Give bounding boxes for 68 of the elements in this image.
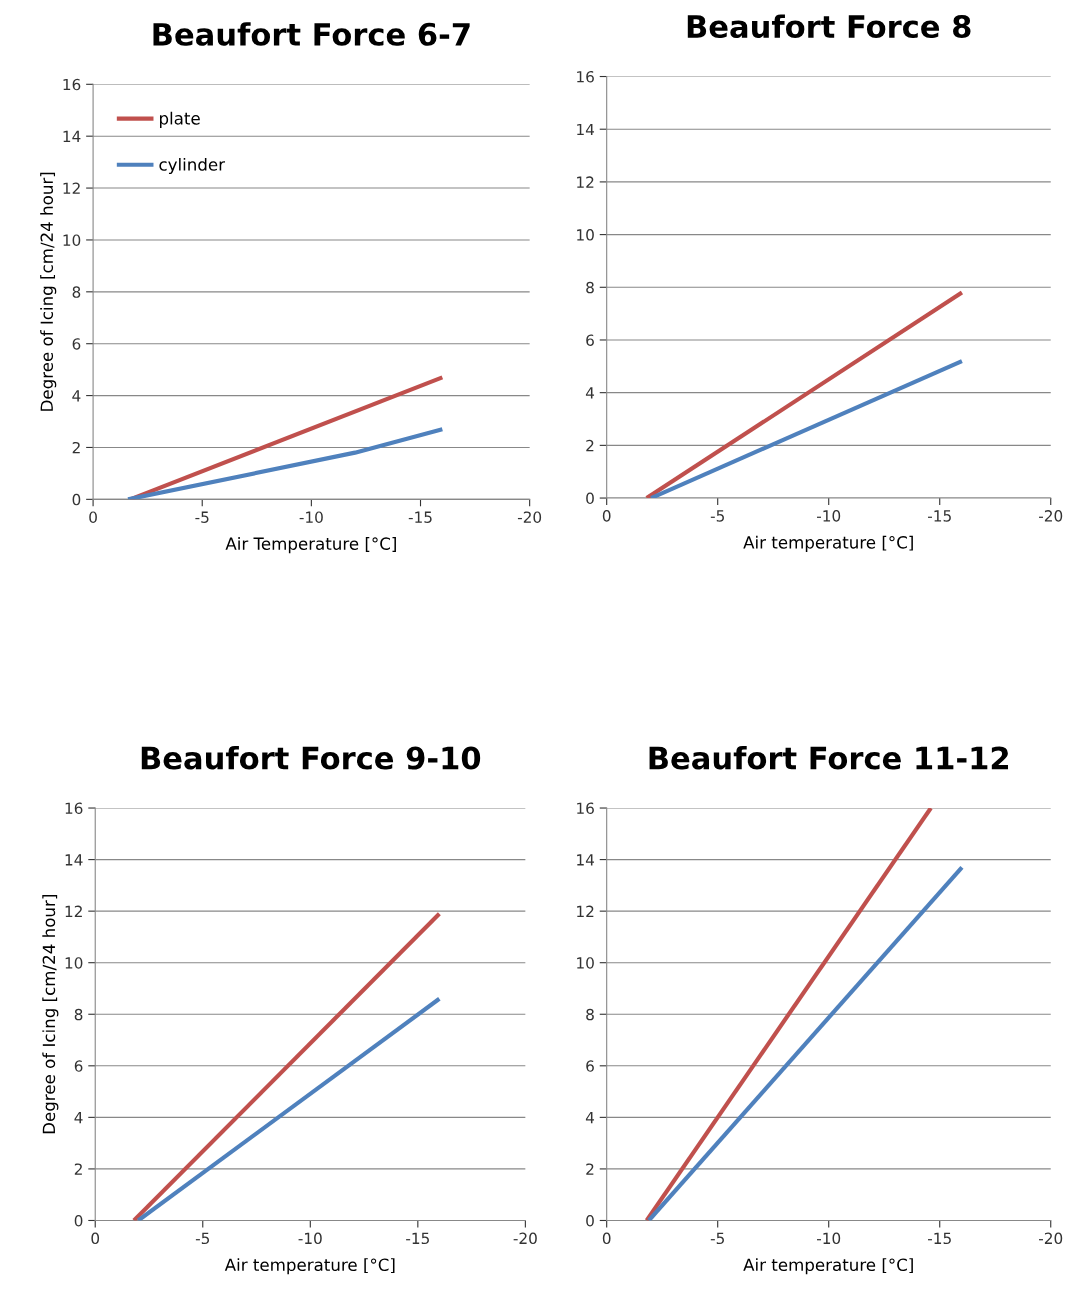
x-tick-label: -20 (513, 1232, 537, 1245)
x-tick-label: -5 (710, 510, 724, 522)
y-tick-label: 4 (72, 390, 81, 402)
y-tick-label: 8 (586, 281, 594, 294)
y-tick-label: 2 (72, 441, 80, 454)
legend-label: plate (160, 111, 200, 128)
y-tick-label: 6 (586, 334, 594, 346)
y-tick-label: 16 (63, 78, 81, 91)
legend-label: cylinder (159, 157, 226, 175)
x-tick-label: -5 (710, 1232, 724, 1245)
y-tick-label: 14 (65, 854, 83, 866)
y-tick-label: 0 (72, 493, 81, 506)
y-tick-label: 12 (63, 182, 80, 194)
y-tick-label: 12 (65, 905, 82, 917)
y-tick-label: 10 (63, 234, 81, 246)
x-tick-label: -15 (408, 511, 432, 523)
y-tick-label: 8 (586, 1008, 594, 1021)
y-tick-label: 4 (74, 1112, 83, 1124)
x-tick-label: 0 (91, 1232, 100, 1245)
x-tick-label: -20 (517, 511, 542, 523)
y-tick-label: 12 (577, 176, 594, 188)
x-tick-label: -20 (1039, 1232, 1063, 1245)
y-tick-label: 14 (577, 123, 595, 136)
y-tick-label: 2 (586, 439, 594, 452)
x-tick-label: -15 (406, 1232, 429, 1245)
y-tick-label: 2 (74, 1163, 82, 1175)
y-tick-label: 14 (63, 130, 81, 142)
x-axis-title: Air temperature [°C] (224, 1258, 395, 1275)
x-tick-label: 0 (89, 511, 97, 523)
x-tick-label: -10 (816, 1232, 841, 1245)
chart-title: Beaufort Force 8 (687, 14, 971, 39)
y-tick-label: 10 (577, 957, 594, 969)
y-tick-label: 4 (585, 387, 595, 399)
y-tick-label: 0 (74, 1214, 83, 1227)
x-tick-label: 0 (602, 1232, 611, 1245)
y-tick-label: 16 (577, 70, 594, 83)
chart-title: Beaufort Force 6-7 (153, 22, 470, 46)
y-tick-label: 10 (65, 957, 83, 969)
x-tick-label: -10 (299, 511, 323, 523)
y-axis-title: Degree of Icing [cm/24 hour] (40, 172, 57, 411)
y-tick-label: 8 (74, 1008, 83, 1021)
y-tick-label: 16 (65, 802, 83, 815)
y-tick-label: 12 (577, 905, 594, 917)
chart-title: Beaufort Force 11-12 (649, 745, 1009, 770)
y-tick-label: 0 (586, 1214, 594, 1227)
y-tick-label: 4 (585, 1112, 595, 1124)
x-axis-title: Air temperature [°C] (743, 535, 913, 552)
x-tick-label: -10 (298, 1232, 322, 1245)
x-tick-label: 0 (602, 510, 611, 522)
y-tick-label: 16 (577, 802, 594, 815)
x-axis-title: Air Temperature [°C] (225, 537, 396, 554)
y-tick-label: 6 (74, 1060, 83, 1072)
x-tick-label: -20 (1039, 510, 1063, 522)
y-tick-label: 6 (586, 1060, 594, 1072)
x-tick-label: -15 (928, 510, 951, 522)
y-axis-title: Degree of Icing [cm/24 hour] (42, 895, 59, 1134)
x-tick-label: -10 (816, 510, 841, 522)
x-tick-label: -5 (195, 1232, 210, 1245)
chart-title: Beaufort Force 9-10 (141, 745, 481, 770)
y-tick-label: 6 (72, 338, 81, 350)
y-tick-label: 8 (72, 286, 81, 298)
x-tick-label: -15 (928, 1232, 951, 1245)
x-tick-label: -5 (195, 511, 209, 523)
y-tick-label: 0 (586, 492, 594, 505)
x-axis-title: Air temperature [°C] (743, 1258, 913, 1275)
y-tick-label: 2 (586, 1163, 594, 1175)
y-tick-label: 14 (577, 854, 595, 866)
y-tick-label: 10 (577, 229, 594, 241)
